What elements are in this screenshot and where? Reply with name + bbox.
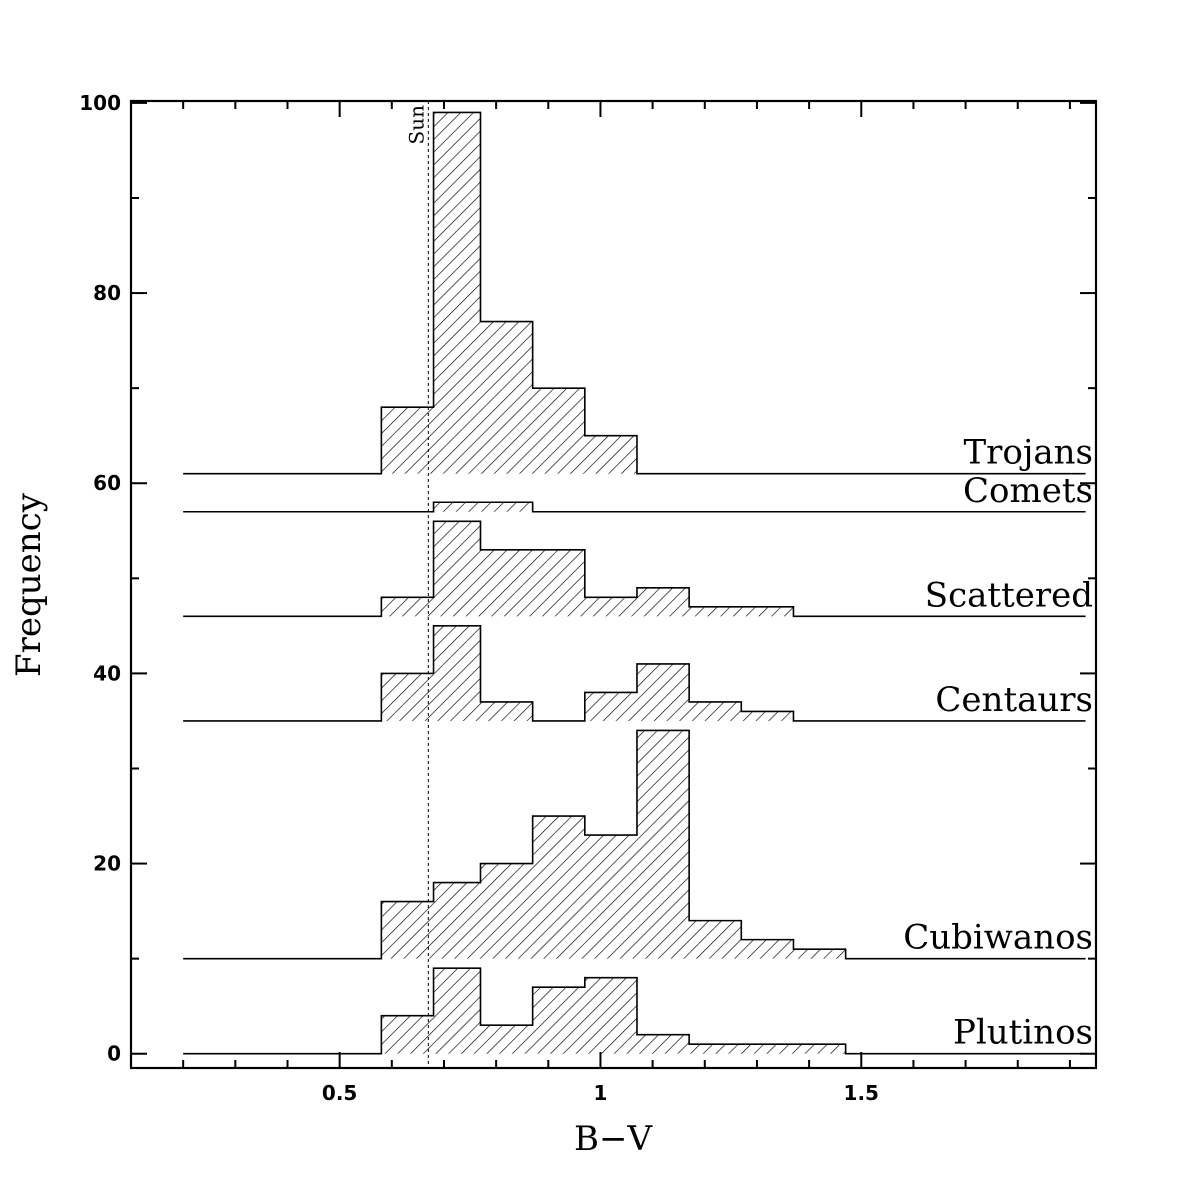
x-tick-label: 0.5	[322, 1081, 357, 1105]
bar-plutinos-1	[433, 968, 481, 1054]
bar-centaurs-7	[741, 711, 794, 721]
x-axis-label: B−V	[574, 1119, 653, 1159]
series-cubiwanos	[183, 729, 1086, 960]
bar-scattered-2	[480, 549, 533, 617]
bar-scattered-4	[584, 597, 637, 617]
labels: B−V Frequency Plutinos Cubiwanos Centaurs S…	[9, 433, 1093, 1159]
y-tick-label: 40	[93, 661, 121, 685]
bar-centaurs-0	[381, 673, 434, 721]
bar-scattered-7	[741, 606, 794, 617]
series-plutinos	[183, 967, 1086, 1055]
bar-centaurs-4	[584, 692, 637, 721]
histogram-bars	[183, 111, 1086, 1055]
outline-plutinos	[183, 967, 1086, 1055]
bar-centaurs-1	[433, 625, 481, 721]
outline-scattered	[183, 520, 1086, 618]
bar-trojans-1	[433, 112, 481, 474]
bar-trojans-4	[584, 435, 637, 474]
sun-reference: Sun	[404, 101, 429, 1068]
series-trojans	[183, 111, 1086, 475]
bar-cubiwanos-8	[793, 949, 846, 959]
plot-frame	[129, 99, 1098, 1070]
x-tick-label: 1.5	[844, 1081, 879, 1105]
bar-plutinos-3	[532, 987, 585, 1054]
bar-plutinos-4	[584, 977, 637, 1054]
bar-scattered-3	[532, 549, 585, 617]
bar-plutinos-2	[480, 1025, 533, 1054]
bar-cubiwanos-6	[689, 920, 742, 959]
x-tick-label: 1	[593, 1081, 607, 1105]
series-label-trojans: Trojans	[963, 433, 1093, 473]
bar-scattered-1	[433, 521, 481, 617]
bar-plutinos-8	[793, 1044, 846, 1054]
y-tick-label: 80	[93, 281, 121, 305]
bar-plutinos-7	[741, 1044, 794, 1054]
series-label-comets: Comets	[963, 471, 1093, 511]
y-tick-label: 0	[107, 1042, 121, 1066]
bar-scattered-5	[636, 587, 690, 617]
bar-trojans-2	[480, 321, 533, 474]
outline-trojans	[183, 111, 1086, 475]
sun-label: Sun	[404, 105, 428, 145]
bar-centaurs-5	[636, 663, 690, 721]
bar-cubiwanos-5	[636, 730, 690, 959]
bar-cubiwanos-7	[741, 939, 794, 959]
series-scattered	[183, 520, 1086, 618]
bar-cubiwanos-2	[480, 863, 533, 959]
bar-cubiwanos-0	[381, 901, 434, 959]
bar-cubiwanos-4	[584, 835, 637, 959]
axes: 0 20 40 60 80 100 0.5 1 1.5	[79, 91, 1098, 1105]
bar-plutinos-5	[636, 1034, 690, 1054]
series-centaurs	[183, 625, 1086, 722]
bar-centaurs-6	[689, 701, 742, 721]
outline-cubiwanos	[183, 729, 1086, 960]
outline-centaurs	[183, 625, 1086, 722]
outline-comets	[183, 501, 1086, 513]
series-label-scattered: Scattered	[925, 575, 1093, 615]
bar-comets-0	[433, 502, 533, 512]
y-tick-label: 100	[79, 91, 121, 115]
series-label-plutinos: Plutinos	[953, 1013, 1093, 1053]
bar-centaurs-2	[480, 701, 533, 721]
bar-trojans-0	[381, 407, 434, 474]
bar-scattered-0	[381, 597, 434, 617]
bar-trojans-3	[532, 388, 585, 474]
bar-plutinos-0	[381, 1015, 434, 1054]
series-comets	[183, 501, 1086, 513]
series-label-centaurs: Centaurs	[935, 680, 1093, 720]
y-tick-label: 60	[93, 471, 121, 495]
bar-cubiwanos-1	[433, 882, 481, 959]
y-tick-label: 20	[93, 852, 121, 876]
series-label-cubiwanos: Cubiwanos	[903, 918, 1093, 958]
bar-plutinos-6	[689, 1044, 742, 1054]
bar-scattered-6	[689, 606, 742, 617]
y-axis-label: Frequency	[9, 492, 49, 677]
bar-cubiwanos-3	[532, 816, 585, 959]
